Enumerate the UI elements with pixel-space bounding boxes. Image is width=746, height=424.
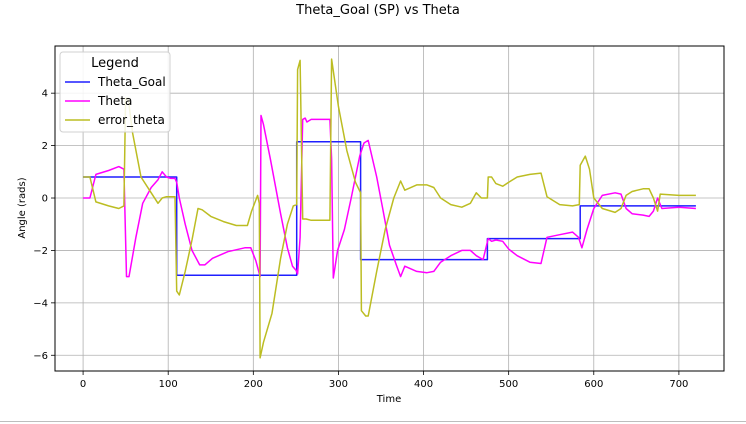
gridlines: [55, 46, 724, 371]
plot-frame: [54, 45, 725, 372]
y-tick-label: 0: [42, 194, 48, 205]
x-axis-ticks: 0 100 200 300 400 500 600 700: [80, 371, 688, 390]
bottom-divider: [0, 421, 746, 422]
legend-entry-label: Theta: [97, 94, 132, 108]
x-tick-label: 300: [329, 379, 348, 390]
series-lines: [83, 58, 696, 359]
y-tick-label: −4: [33, 298, 48, 309]
x-axis-label: Time: [376, 394, 401, 405]
chart-title: Theta_Goal (SP) vs Theta: [295, 3, 460, 18]
series-line-error-theta: [83, 58, 696, 359]
y-tick-label: 2: [42, 141, 48, 152]
x-tick-label: 100: [159, 379, 178, 390]
x-tick-label: 700: [669, 379, 688, 390]
y-axis-label: Angle (rads): [17, 177, 28, 238]
legend-entry-label: error_theta: [98, 113, 165, 127]
y-axis-ticks: −6 −4 −2 0 2 4: [33, 89, 55, 362]
x-tick-label: 200: [244, 379, 263, 390]
legend-entry-label: Theta_Goal: [97, 75, 166, 89]
x-tick-label: 400: [414, 379, 433, 390]
legend-title: Legend: [91, 56, 139, 71]
x-tick-label: 600: [584, 379, 603, 390]
legend: Legend Theta_Goal Theta error_theta: [59, 51, 171, 133]
y-tick-label: 4: [42, 89, 48, 100]
x-tick-label: 500: [499, 379, 518, 390]
y-tick-label: −6: [33, 351, 48, 362]
y-tick-label: −2: [33, 246, 48, 257]
legend-box: [59, 51, 171, 133]
x-tick-label: 0: [80, 379, 86, 390]
series-line-theta: [83, 114, 696, 279]
